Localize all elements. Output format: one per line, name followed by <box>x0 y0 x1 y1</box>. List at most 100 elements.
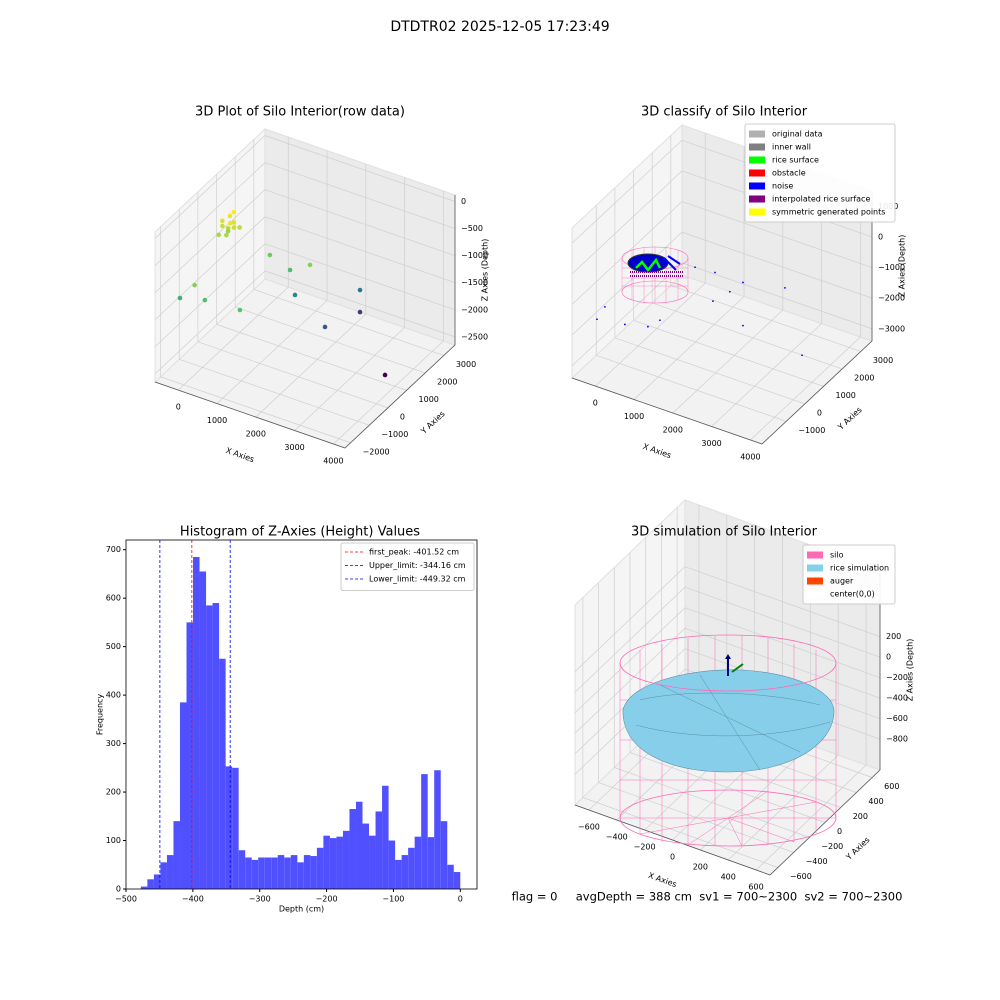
z-tick-label: −500 <box>461 224 483 233</box>
grid-line <box>582 797 778 868</box>
bar <box>199 571 207 889</box>
y-tick-label: 0 <box>116 885 121 894</box>
legend-label: first_peak: -401.52 cm <box>369 548 459 557</box>
classified-silo <box>621 246 689 304</box>
bar <box>232 767 239 889</box>
x-tick-label: 2000 <box>663 426 683 435</box>
bar <box>147 879 154 889</box>
bar <box>408 847 415 889</box>
y-tick-label: −200 <box>821 842 843 851</box>
plot-frame <box>125 539 478 890</box>
grid-line <box>681 262 873 330</box>
axis-line <box>761 340 873 445</box>
point <box>322 324 328 330</box>
bar <box>297 862 304 889</box>
x-tick-label: −600 <box>578 823 600 832</box>
bar <box>277 855 285 889</box>
bar <box>401 855 409 889</box>
z-tick-label: 0 <box>461 197 466 206</box>
legend-label: noise <box>772 182 793 191</box>
point <box>177 295 183 301</box>
point <box>237 307 243 313</box>
axis-line <box>574 804 771 876</box>
bar <box>264 857 272 889</box>
x-axis-label: Depth (cm) <box>279 905 324 914</box>
bar <box>251 859 259 889</box>
footer-status: flag = 0 avgDepth = 388 cm sv1 = 700~230… <box>512 890 903 904</box>
auger-head <box>725 654 731 659</box>
z-tick-label: −2000 <box>461 305 488 314</box>
x-tick-label: 0 <box>670 853 675 862</box>
x-tick-label: 3000 <box>284 443 304 452</box>
y-tick-label: 400 <box>868 797 883 806</box>
y-tick-label: 1000 <box>419 395 439 404</box>
legend-label: symmetric generated points <box>772 208 885 217</box>
x-tick-label: 0 <box>593 399 598 408</box>
pane-left <box>154 127 266 384</box>
grid-line <box>216 324 407 391</box>
grid-line <box>571 231 683 336</box>
grid-line <box>154 162 266 266</box>
legend-swatch <box>749 182 765 190</box>
legend-swatch <box>807 590 823 598</box>
grid-line <box>574 607 686 713</box>
bar <box>427 837 435 889</box>
bar <box>186 622 194 889</box>
grid-line <box>633 296 745 400</box>
bar <box>440 821 448 889</box>
point <box>784 286 786 289</box>
grid-line <box>684 586 881 658</box>
grid-line <box>178 286 289 391</box>
rice-simulation <box>622 669 835 773</box>
z-axis-label: Z Axies (Depth) <box>481 239 490 302</box>
bar <box>453 872 461 889</box>
legend-label: rice surface <box>772 156 819 165</box>
y-tick-label: −400 <box>806 857 828 866</box>
y-tick-label: 2000 <box>854 373 874 382</box>
rice-mesh <box>635 674 831 771</box>
chart-title: 3D simulation of Silo Interior <box>631 525 818 540</box>
grid-line <box>633 320 824 387</box>
grid-line <box>264 162 456 229</box>
legend-label: Upper_limit: -344.16 cm <box>369 561 466 570</box>
point <box>220 218 225 224</box>
silo-top <box>619 634 837 692</box>
y-tick-label: −600 <box>790 872 812 881</box>
bar <box>193 556 200 889</box>
pane-left <box>571 123 683 380</box>
point <box>216 232 221 238</box>
point <box>742 281 744 284</box>
legend-box <box>744 123 896 223</box>
bar <box>323 835 330 889</box>
z-tick-label: 200 <box>886 632 901 641</box>
z-tick-label: 0 <box>886 653 891 662</box>
bar <box>369 835 376 889</box>
grid-line <box>684 627 881 699</box>
legend-label: original data <box>772 130 823 139</box>
grid-line <box>681 201 873 268</box>
bar <box>421 774 428 889</box>
grid-line <box>614 767 810 838</box>
legend-label: center(0,0) <box>830 590 875 599</box>
bar <box>258 857 265 889</box>
grid-line <box>574 627 686 734</box>
x-tick-label: −300 <box>249 895 271 904</box>
bar <box>238 850 246 889</box>
y-axis-label: Frequency <box>96 694 105 736</box>
axis-line <box>154 381 346 449</box>
legend-label: Lower_limit: -449.32 cm <box>369 575 466 584</box>
axis-line <box>571 377 763 445</box>
point <box>357 309 363 315</box>
z-tick-label: −3000 <box>878 324 905 333</box>
point <box>231 225 237 230</box>
bar <box>447 864 454 889</box>
y-tick-label: 300 <box>106 739 121 748</box>
bar <box>166 855 174 889</box>
interpolated-surface <box>630 271 684 277</box>
grid-line <box>264 135 456 202</box>
legend-swatch <box>807 551 823 559</box>
point <box>202 297 208 303</box>
grid-line <box>253 289 444 356</box>
y-tick-label: 600 <box>884 782 899 791</box>
y-tick-label: 0 <box>400 412 405 421</box>
